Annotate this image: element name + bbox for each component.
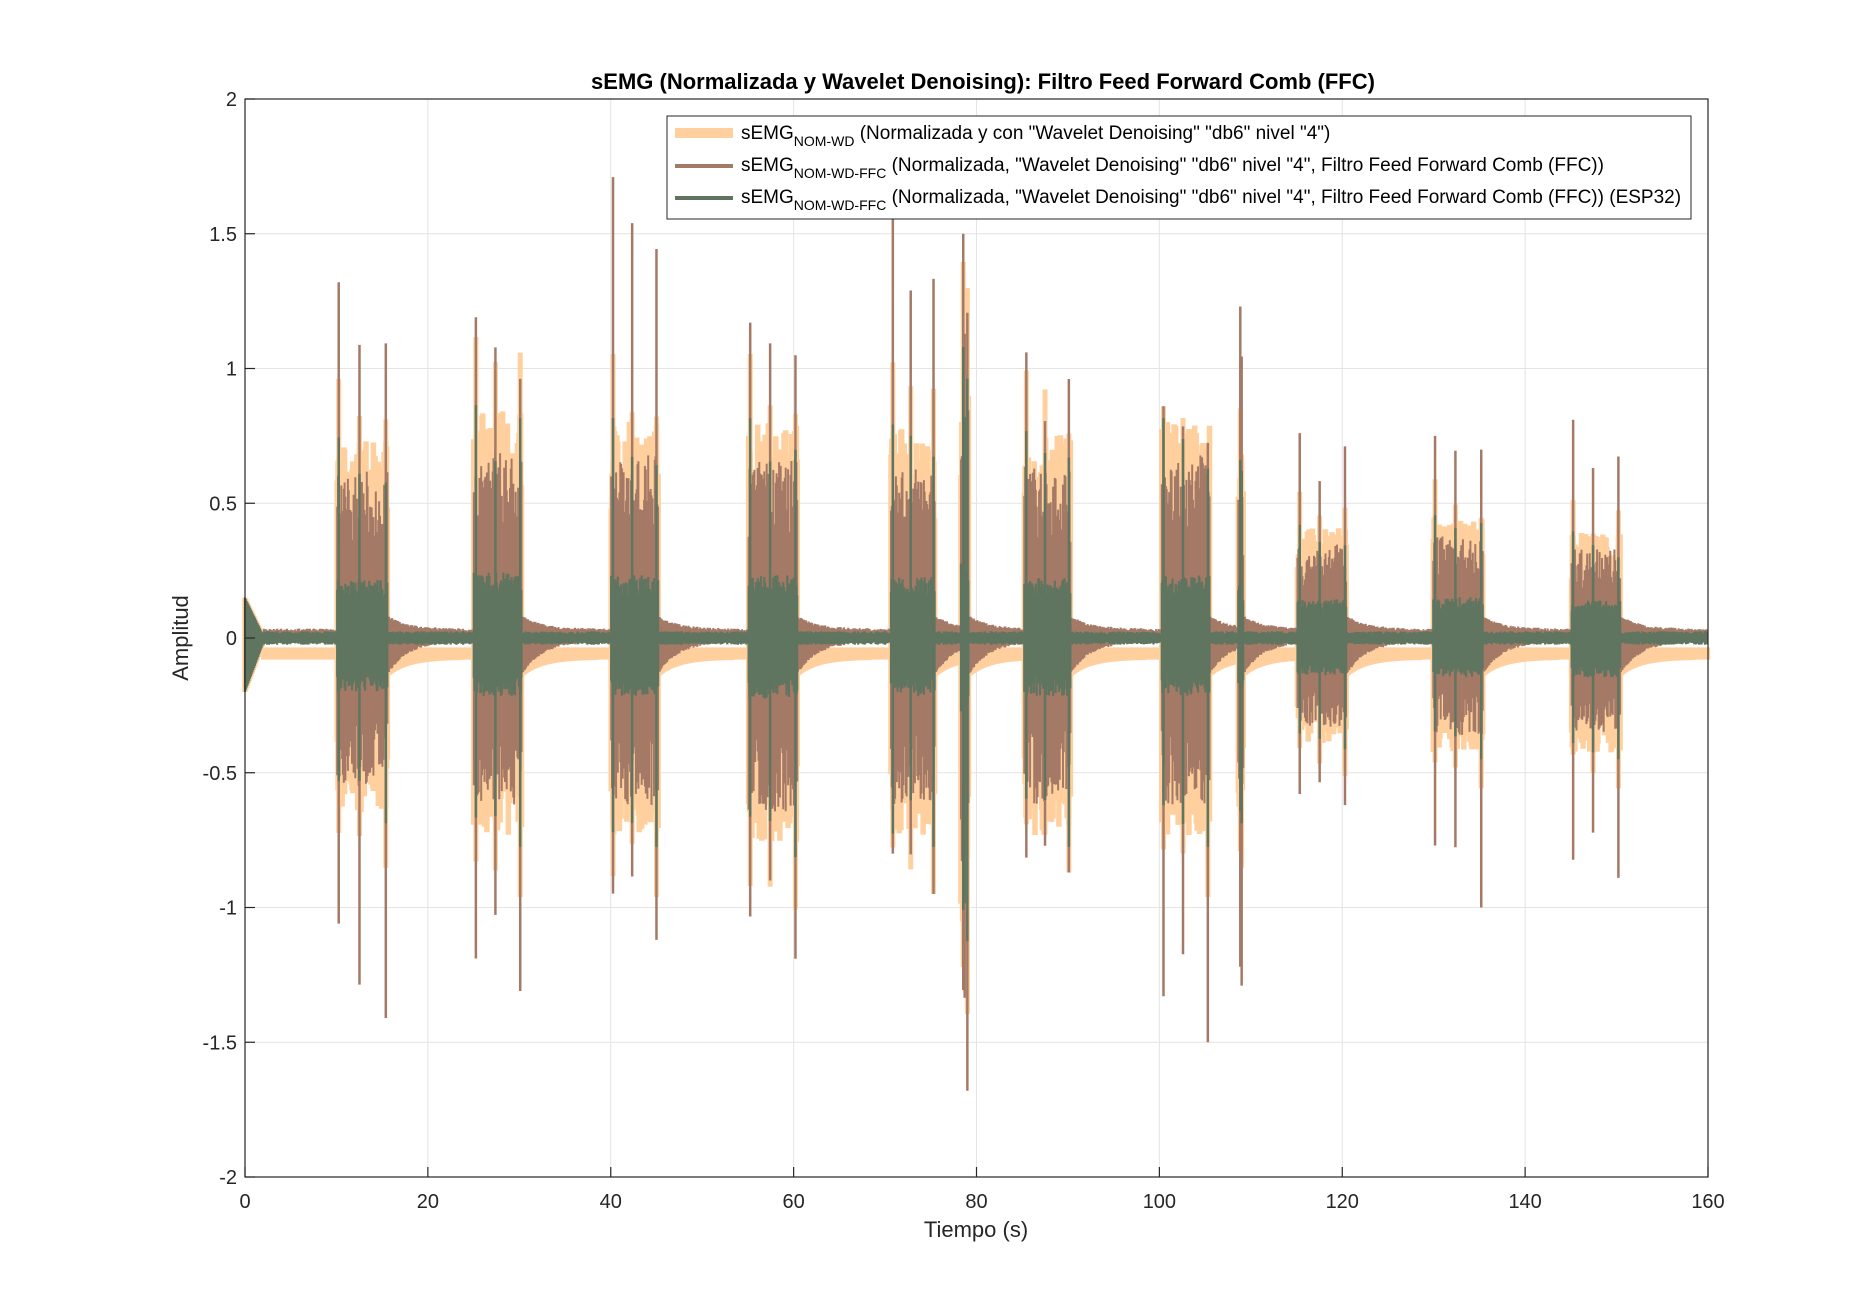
y-tick-label: -0.5 <box>203 763 237 785</box>
x-tick-label: 20 <box>417 1191 439 1213</box>
legend-entry-3: sEMGNOM-WD-FFC (Normalizada, "Wavelet De… <box>675 187 1681 213</box>
legend-label-3-sub: NOM-WD-FFC <box>794 197 887 213</box>
legend-label-2-rest: (Normalizada, "Wavelet Denoising" "db6" … <box>886 155 1604 176</box>
x-axis-label: Tiempo (s) <box>924 1217 1028 1242</box>
legend-entry-1: sEMGNOM-WD (Normalizada y con "Wavelet D… <box>675 123 1330 149</box>
y-tick-label: 1 <box>226 359 237 381</box>
legend-label-2-name: sEMG <box>741 155 794 176</box>
legend-label-1: sEMGNOM-WD (Normalizada y con "Wavelet D… <box>741 123 1330 149</box>
plot-area: 0 20 40 60 80 100 120 140 160 -2 -1.5 -1 -0.5 0 0.5 1 1… <box>203 89 1725 1213</box>
legend-label-3-name: sEMG <box>741 187 794 208</box>
y-axis-label: Amplitud <box>168 595 193 681</box>
series-semg-nom-wd-ffc-esp32 <box>243 346 1709 942</box>
chart-title: sEMG (Normalizada y Wavelet Denoising): … <box>591 69 1375 94</box>
legend-box <box>666 115 1692 220</box>
x-tick-label: 80 <box>965 1191 987 1213</box>
x-tick-label: 140 <box>1508 1191 1541 1213</box>
y-tick-label: 1.5 <box>209 224 237 246</box>
tick-marks <box>244 98 1709 1178</box>
y-tick-labels: -2 -1.5 -1 -0.5 0 0.5 1 1.5 2 <box>203 89 237 1189</box>
x-tick-label: 60 <box>783 1191 805 1213</box>
y-tick-label: 2 <box>226 89 237 111</box>
x-tick-label: 0 <box>239 1191 250 1213</box>
legend: sEMGNOM-WD (Normalizada y con "Wavelet D… <box>666 115 1692 220</box>
y-tick-label: 0.5 <box>209 493 237 515</box>
x-tick-labels: 0 20 40 60 80 100 120 140 160 <box>239 1191 1724 1213</box>
x-tick-label: 160 <box>1691 1191 1724 1213</box>
series-layer <box>242 177 1711 1091</box>
legend-label-3: sEMGNOM-WD-FFC (Normalizada, "Wavelet De… <box>741 187 1681 213</box>
x-tick-label: 120 <box>1326 1191 1359 1213</box>
legend-label-1-rest: (Normalizada y con "Wavelet Denoising" "… <box>854 123 1330 144</box>
legend-label-3-rest: (Normalizada, "Wavelet Denoising" "db6" … <box>886 187 1681 208</box>
legend-label-2-sub: NOM-WD-FFC <box>794 165 887 181</box>
y-tick-label: 0 <box>226 628 237 650</box>
legend-label-1-sub: NOM-WD <box>794 133 855 149</box>
legend-label-2: sEMGNOM-WD-FFC (Normalizada, "Wavelet De… <box>741 155 1604 181</box>
y-tick-label: -1 <box>219 898 237 920</box>
y-tick-label: -1.5 <box>203 1032 237 1054</box>
y-tick-label: -2 <box>219 1167 237 1189</box>
x-tick-label: 100 <box>1143 1191 1176 1213</box>
x-tick-label: 40 <box>600 1191 622 1213</box>
legend-entry-2: sEMGNOM-WD-FFC (Normalizada, "Wavelet De… <box>675 155 1604 181</box>
legend-label-1-name: sEMG <box>741 123 794 144</box>
